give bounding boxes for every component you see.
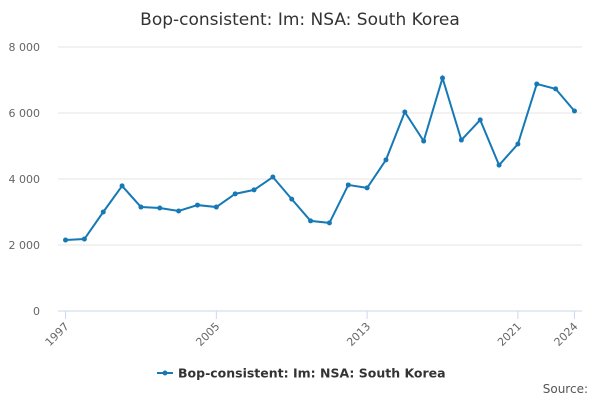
point bbox=[270, 174, 276, 180]
point bbox=[345, 182, 351, 188]
point bbox=[289, 196, 295, 202]
source: Source: bbox=[543, 382, 588, 396]
y-tick-label: 6 000 bbox=[9, 107, 41, 120]
point bbox=[364, 185, 370, 191]
y-tick-label: 4 000 bbox=[9, 173, 41, 186]
point bbox=[515, 141, 521, 147]
point bbox=[534, 81, 540, 87]
point bbox=[119, 183, 125, 189]
point bbox=[402, 109, 408, 115]
point bbox=[440, 75, 446, 81]
x-tick-label: 1997 bbox=[43, 320, 72, 349]
point bbox=[477, 117, 483, 123]
x-tick-label: 2021 bbox=[495, 320, 524, 349]
y-tick-label: 0 bbox=[33, 305, 40, 318]
x-tick-label: 2005 bbox=[193, 320, 222, 349]
chart-title: Bop-consistent: Im: NSA: South Korea bbox=[140, 10, 460, 30]
y-tick-label: 8 000 bbox=[9, 41, 41, 54]
point bbox=[213, 204, 219, 210]
legend-label: Bop-consistent: Im: NSA: South Korea bbox=[178, 366, 446, 381]
point bbox=[308, 218, 314, 224]
point bbox=[496, 162, 502, 168]
point bbox=[232, 191, 238, 197]
point bbox=[326, 220, 332, 226]
point bbox=[553, 86, 559, 92]
point bbox=[176, 208, 182, 214]
point bbox=[157, 205, 163, 211]
point bbox=[194, 202, 200, 208]
line bbox=[65, 74, 576, 242]
y-tick-label: 2 000 bbox=[9, 239, 41, 252]
point bbox=[421, 138, 427, 144]
point bbox=[383, 157, 389, 163]
point bbox=[81, 236, 87, 242]
point bbox=[251, 187, 257, 193]
point bbox=[138, 204, 144, 210]
x-tick-label: 2024 bbox=[552, 320, 581, 349]
point bbox=[100, 209, 106, 215]
x-tick-label: 2013 bbox=[344, 320, 373, 349]
legend-marker bbox=[162, 370, 168, 376]
point bbox=[458, 137, 464, 143]
point bbox=[63, 237, 69, 243]
point bbox=[571, 108, 577, 114]
